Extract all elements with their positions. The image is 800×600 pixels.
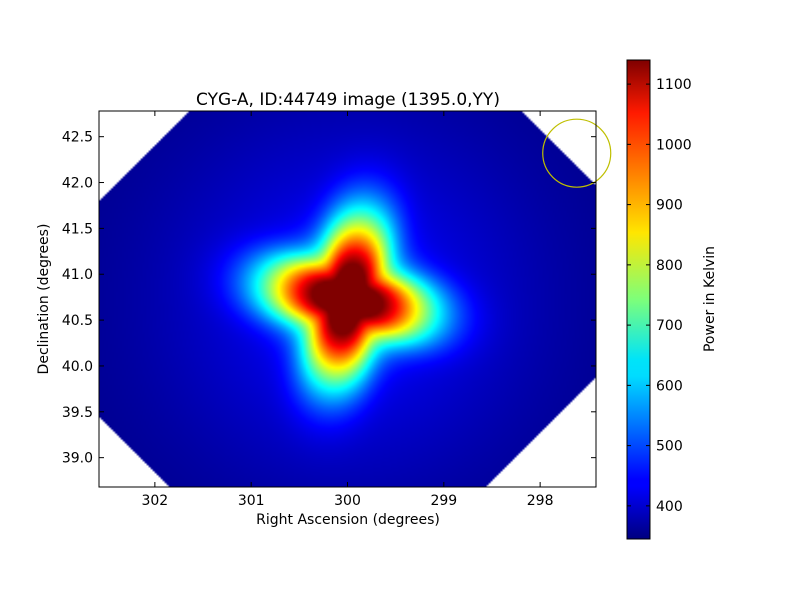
x-axis: 302 301 300 299 298 <box>141 111 554 509</box>
plot-area: 302 301 300 299 298 39.0 39.5 40.0 40.5 41.0 41.5… <box>62 110 612 509</box>
colorbar-tick-label: 800 <box>656 258 683 274</box>
x-tick-label: 298 <box>527 493 554 509</box>
y-tick-label: 40.5 <box>62 313 93 329</box>
y-tick-label: 41.5 <box>62 221 93 237</box>
colorbar-tick-label: 1100 <box>656 77 692 93</box>
colorbar-tick-label: 700 <box>656 318 683 334</box>
colorbar-tick-label: 500 <box>656 439 683 455</box>
colorbar-gradient <box>626 59 651 540</box>
beam-circle <box>542 118 612 188</box>
colorbar-tick-label: 400 <box>656 499 683 515</box>
y-tick-label: 39.0 <box>62 451 93 467</box>
y-axis-label: Declination (degrees) <box>36 224 52 375</box>
y-axis: 39.0 39.5 40.0 40.5 41.0 41.5 42.0 42.5 <box>62 130 596 467</box>
colorbar-label: Power in Kelvin <box>702 246 718 352</box>
y-tick-label: 42.5 <box>62 130 93 146</box>
y-tick-label: 41.0 <box>62 267 93 283</box>
x-tick-label: 301 <box>238 493 265 509</box>
chart-title: CYG-A, ID:44749 image (1395.0,YY) <box>196 90 500 110</box>
colorbar-tick-label: 1000 <box>656 137 692 153</box>
x-tick-label: 302 <box>141 493 168 509</box>
x-axis-label: Right Ascension (degrees) <box>256 512 440 528</box>
colorbar-tick-label: 600 <box>656 378 683 394</box>
x-tick-label: 299 <box>430 493 457 509</box>
colorbar-ticks: 400 500 600 700 800 900 1000 1100 <box>627 77 692 515</box>
y-tick-label: 39.5 <box>62 405 93 421</box>
heatmap-image <box>99 111 596 487</box>
y-tick-label: 42.0 <box>62 176 93 192</box>
colorbar-tick-label: 900 <box>656 198 683 214</box>
colorbar: 400 500 600 700 800 900 1000 1100 Power in Kelv… <box>626 59 718 540</box>
x-tick-label: 300 <box>334 493 361 509</box>
y-tick-label: 40.0 <box>62 359 93 375</box>
